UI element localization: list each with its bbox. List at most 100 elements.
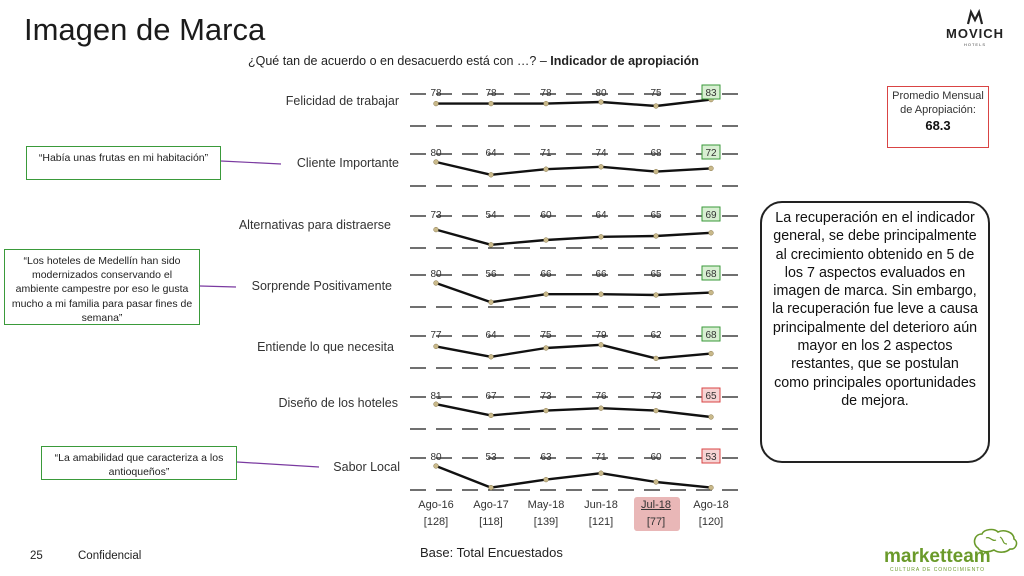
question-text: ¿Qué tan de acuerdo o en desacuerdo está…: [248, 54, 551, 68]
data-label-felicidad-de-trabajar-may-18: 78: [540, 88, 552, 99]
data-label-entiende-lo-que-necesita-jun-18: 79: [595, 330, 607, 341]
category-label-entiende-lo-que-necesita: Entiende lo que necesita: [257, 340, 394, 354]
point-cliente-importante-jun-18: [598, 164, 604, 170]
series-line-sorprende-positivamente: [435, 281, 712, 304]
data-label-alternativas-para-distraerse-ago-17: 54: [485, 210, 497, 221]
point-entiende-lo-que-necesita-ago-16: [433, 343, 439, 350]
company-tagline: CULTURA DE CONOCIMIENTO: [890, 567, 986, 573]
data-label-sabor-local-jun-18: 71: [595, 452, 607, 463]
data-label-sorprende-positivamente-may-18: 66: [540, 269, 552, 280]
x-base-ago-16: [128]: [423, 516, 449, 528]
data-label-entiende-lo-que-necesita-ago-17: 64: [485, 330, 497, 341]
data-label-entiende-lo-que-necesita-may-18: 75: [540, 330, 552, 341]
point-entiende-lo-que-necesita-jul-18: [653, 355, 659, 362]
series-line-diseno-de-los-hoteles: [435, 403, 712, 419]
last-value-box-felicidad-de-trabajar: [701, 84, 721, 100]
average-box: Promedio Mensual de Apropiación: 68.3: [887, 86, 989, 148]
point-felicidad-de-trabajar-ago-16: [433, 100, 439, 107]
point-cliente-importante-ago-18: [708, 165, 714, 172]
point-sorprende-positivamente-jul-18: [653, 292, 659, 298]
point-alternativas-para-distraerse-ago-17: [488, 242, 494, 248]
point-sorprende-positivamente-ago-17: [488, 299, 494, 305]
data-label-alternativas-para-distraerse-ago-16: 73: [430, 210, 442, 221]
last-value-box-diseno-de-los-hoteles: [701, 387, 721, 403]
quote-connector-2: [199, 285, 237, 288]
x-base-ago-17: [118]: [479, 516, 503, 528]
point-sabor-local-jun-18: [598, 470, 604, 476]
data-label-sorprende-positivamente-ago-18: 68: [705, 269, 717, 280]
summary-callout: La recuperación en el indicador general,…: [760, 201, 990, 463]
point-sabor-local-may-18: [543, 476, 549, 483]
point-diseno-de-los-hoteles-ago-17: [488, 412, 494, 419]
data-label-sabor-local-may-18: 63: [540, 452, 552, 463]
point-diseno-de-los-hoteles-jul-18: [653, 407, 659, 414]
point-sabor-local-ago-18: [708, 484, 714, 491]
x-base-ago-18: [120]: [698, 516, 724, 528]
base-note: Base: Total Encuestados: [420, 545, 563, 560]
last-value-box-alternativas-para-distraerse: [701, 206, 721, 222]
category-label-cliente-importante: Cliente Importante: [296, 156, 399, 170]
data-label-sorprende-positivamente-ago-16: 80: [430, 269, 442, 280]
data-label-cliente-importante-ago-16: 80: [430, 148, 442, 159]
data-label-alternativas-para-distraerse-jul-18: 65: [650, 210, 662, 221]
indicator-name: Indicador de apropiación: [550, 54, 699, 68]
point-sabor-local-jul-18: [653, 479, 659, 485]
data-label-entiende-lo-que-necesita-jul-18: 62: [650, 330, 662, 341]
quote-2: “Los hoteles de Medellín han sido modern…: [4, 249, 200, 325]
movich-crown-icon: [966, 8, 984, 25]
point-felicidad-de-trabajar-may-18: [543, 100, 549, 107]
point-sorprende-positivamente-may-18: [543, 291, 549, 297]
point-entiende-lo-que-necesita-may-18: [543, 345, 549, 351]
average-value: 68.3: [925, 117, 951, 133]
data-label-felicidad-de-trabajar-ago-18: 83: [705, 88, 717, 99]
point-cliente-importante-ago-16: [433, 159, 439, 165]
point-alternativas-para-distraerse-jul-18: [653, 233, 659, 239]
data-label-alternativas-para-distraerse-jun-18: 64: [595, 210, 607, 221]
data-label-sorprende-positivamente-ago-17: 56: [485, 269, 497, 280]
x-tick-ago-17: Ago-17: [473, 499, 509, 511]
movich-logo: MOVICH HOTELS: [935, 6, 1015, 47]
data-label-felicidad-de-trabajar-jun-18: 80: [595, 88, 607, 99]
point-entiende-lo-que-necesita-ago-18: [708, 350, 714, 357]
data-label-sabor-local-ago-17: 53: [485, 452, 497, 463]
category-label-sabor-local: Sabor Local: [333, 460, 400, 474]
x-tick-ago-16: Ago-16: [418, 499, 454, 511]
brand-sub: HOTELS: [963, 42, 986, 47]
series-line-felicidad-de-trabajar: [436, 98, 712, 108]
quote-connector-1: [220, 160, 282, 165]
point-sorprende-positivamente-jun-18: [598, 291, 604, 297]
survey-question: ¿Qué tan de acuerdo o en desacuerdo está…: [248, 54, 699, 68]
quote-3: “La amabilidad que caracteriza a los ant…: [41, 446, 237, 480]
x-tick-may-18: May-18: [527, 499, 565, 511]
point-felicidad-de-trabajar-jun-18: [598, 99, 604, 105]
point-cliente-importante-jul-18: [653, 168, 659, 175]
point-alternativas-para-distraerse-may-18: [543, 237, 549, 243]
point-entiende-lo-que-necesita-jun-18: [598, 342, 604, 348]
point-sabor-local-ago-16: [433, 463, 439, 469]
point-diseno-de-los-hoteles-may-18: [543, 407, 549, 414]
data-label-alternativas-para-distraerse-may-18: 60: [540, 210, 552, 221]
series-line-alternativas-para-distraerse: [435, 228, 712, 247]
data-label-cliente-importante-ago-18: 72: [705, 148, 717, 159]
data-label-cliente-importante-ago-17: 64: [485, 148, 497, 159]
category-label-felicidad-de-trabajar: Felicidad de trabajar: [285, 94, 399, 108]
point-cliente-importante-ago-17: [488, 172, 494, 178]
x-tick-jul-18: Jul-18: [641, 499, 671, 511]
quote-connector-3: [236, 461, 320, 468]
company-name: marketteam: [884, 546, 991, 567]
category-label-alternativas-para-distraerse: Alternativas para distraerse: [238, 218, 391, 232]
last-value-box-entiende-lo-que-necesita: [701, 326, 721, 342]
point-alternativas-para-distraerse-ago-18: [708, 230, 714, 236]
data-label-sorprende-positivamente-jun-18: 66: [595, 269, 607, 280]
data-label-felicidad-de-trabajar-ago-16: 78: [430, 88, 442, 99]
point-felicidad-de-trabajar-jul-18: [653, 103, 659, 109]
data-label-entiende-lo-que-necesita-ago-18: 68: [705, 330, 717, 341]
point-sorprende-positivamente-ago-16: [433, 280, 439, 286]
point-diseno-de-los-hoteles-ago-16: [433, 401, 439, 407]
brand-name: MOVICH: [946, 26, 1004, 41]
point-sorprende-positivamente-ago-18: [708, 289, 714, 296]
data-label-felicidad-de-trabajar-jul-18: 75: [650, 88, 662, 99]
point-entiende-lo-que-necesita-ago-17: [488, 354, 494, 360]
data-label-sabor-local-ago-18: 53: [705, 452, 717, 463]
